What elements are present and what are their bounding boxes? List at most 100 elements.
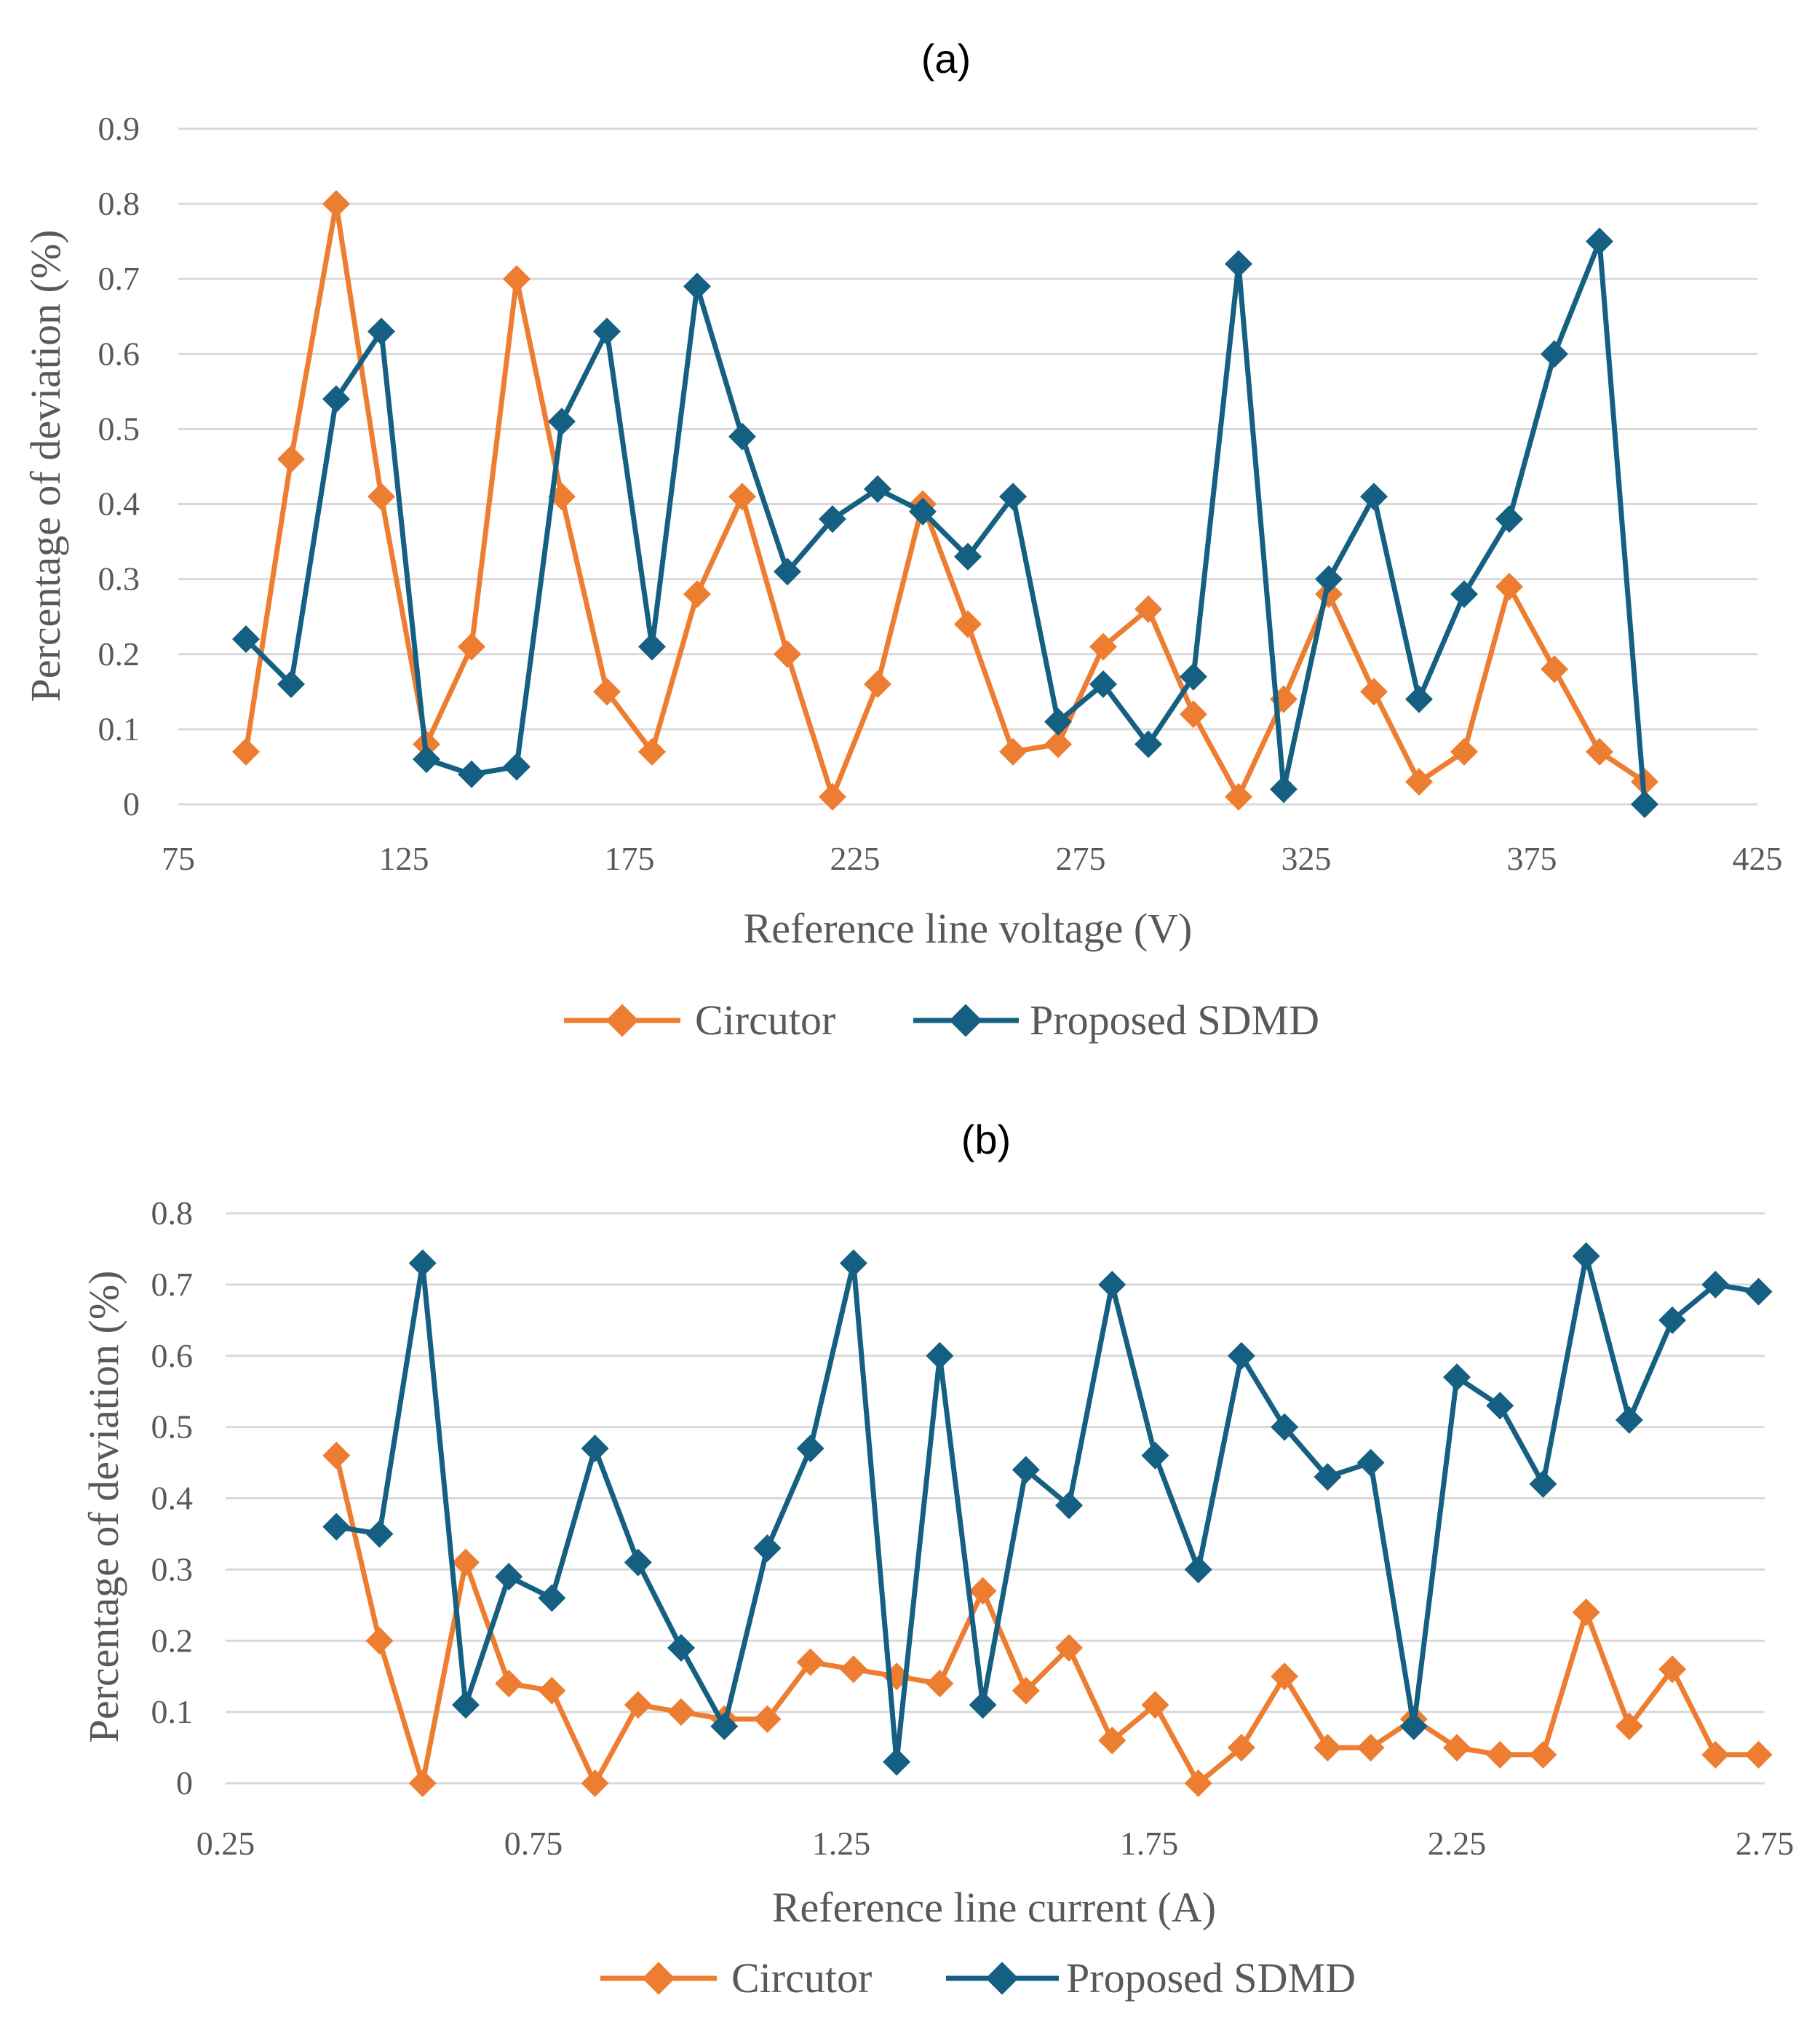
chart-a-legend-proposed-sdmd: Proposed SDMD <box>913 996 1319 1044</box>
data-point-proposed-sdmd <box>1399 1712 1428 1740</box>
chart-a-y-tick-label: 0.7 <box>98 260 140 297</box>
data-point-circutor <box>1443 1734 1471 1762</box>
chart-a-y-tick-label: 0.1 <box>98 710 140 748</box>
data-point-proposed-sdmd <box>954 542 982 571</box>
data-point-proposed-sdmd <box>1044 707 1072 736</box>
data-point-circutor <box>1658 1655 1687 1684</box>
data-point-proposed-sdmd <box>503 753 530 781</box>
legend-marker-circutor <box>642 1962 675 1995</box>
data-point-circutor <box>1744 1740 1773 1769</box>
data-point-circutor <box>1495 572 1523 600</box>
chart-b-x-tick-labels: 0.25 0.75 1.25 1.75 2.25 2.75 <box>196 1825 1795 1862</box>
data-point-circutor <box>1271 1662 1299 1691</box>
data-point-circutor <box>1701 1740 1730 1769</box>
data-point-proposed-sdmd <box>581 1434 609 1462</box>
data-point-circutor <box>954 610 982 638</box>
data-point-proposed-sdmd <box>1089 670 1117 699</box>
data-point-circutor <box>1089 633 1117 661</box>
data-point-proposed-sdmd <box>1134 730 1162 758</box>
data-point-proposed-sdmd <box>1141 1441 1169 1470</box>
data-point-proposed-sdmd <box>1658 1306 1687 1334</box>
chart-b-x-tick-label: 0.25 <box>196 1825 255 1862</box>
data-point-circutor <box>495 1669 523 1697</box>
data-point-circutor <box>322 1441 351 1470</box>
data-point-circutor <box>624 1691 652 1719</box>
data-point-proposed-sdmd <box>1180 662 1207 691</box>
data-point-proposed-sdmd <box>1541 340 1568 368</box>
data-point-proposed-sdmd <box>909 497 937 526</box>
data-point-proposed-sdmd <box>458 760 485 788</box>
data-point-circutor <box>1227 1734 1255 1762</box>
chart-a-x-tick-label: 375 <box>1507 840 1557 877</box>
data-point-proposed-sdmd <box>367 317 395 346</box>
data-point-proposed-sdmd <box>1271 1413 1299 1441</box>
data-point-proposed-sdmd <box>1315 565 1343 593</box>
legend-marker-proposed-sdmd <box>985 1962 1019 1995</box>
data-point-proposed-sdmd <box>839 1249 867 1277</box>
data-point-proposed-sdmd <box>1225 250 1252 278</box>
chart-a-x-tick-label: 125 <box>379 840 429 877</box>
chart-b-x-axis-label: Reference line current (A) <box>772 1884 1216 1931</box>
chart-b-y-tick-label: 0.6 <box>151 1337 194 1374</box>
chart-b-x-tick-label: 2.25 <box>1428 1825 1487 1862</box>
data-point-proposed-sdmd <box>593 317 621 346</box>
data-point-circutor <box>1314 1734 1342 1762</box>
data-point-circutor <box>593 678 621 706</box>
chart-a-x-tick-label: 75 <box>162 840 195 877</box>
chart-b-y-tick-label: 0.1 <box>151 1693 194 1730</box>
chart-b-y-tick-label: 0.8 <box>151 1194 194 1232</box>
data-point-circutor <box>728 483 756 511</box>
data-point-proposed-sdmd <box>728 422 756 451</box>
data-point-proposed-sdmd <box>1631 790 1658 818</box>
data-point-proposed-sdmd <box>1572 1242 1600 1270</box>
data-point-circutor <box>1586 737 1613 766</box>
chart-b-y-tick-label: 0.5 <box>151 1408 194 1446</box>
chart-a-series <box>232 190 1658 818</box>
chart-a-y-tick-labels: 0 0.1 0.2 0.3 0.4 0.5 0.6 0.7 0.8 0.9 <box>98 110 140 822</box>
chart-a-y-axis-label: Percentage of deviation (%) <box>22 230 69 702</box>
data-point-proposed-sdmd <box>969 1691 997 1719</box>
chart-b-x-tick-label: 1.75 <box>1120 1825 1179 1862</box>
chart-a-y-tick-label: 0.9 <box>98 110 140 147</box>
chart-b-y-tick-label: 0 <box>176 1764 193 1801</box>
data-point-proposed-sdmd <box>1615 1405 1643 1434</box>
data-point-circutor <box>458 633 485 661</box>
data-point-proposed-sdmd <box>819 505 846 534</box>
chart-a-y-tick-label: 0.5 <box>98 410 140 447</box>
data-point-proposed-sdmd <box>1314 1463 1342 1491</box>
data-point-circutor <box>1541 655 1568 683</box>
legend-label-circutor: Circutor <box>731 1954 872 2002</box>
chart-b-y-axis-label: Percentage of deviation (%) <box>80 1271 127 1743</box>
chart-b-y-tick-label: 0.4 <box>151 1480 194 1517</box>
chart-b-y-tick-labels: 0 0.1 0.2 0.3 0.4 0.5 0.6 0.7 0.8 <box>151 1194 194 1801</box>
data-point-circutor <box>1055 1634 1084 1662</box>
data-point-circutor <box>232 737 260 766</box>
chart-a-x-axis-label: Reference line voltage (V) <box>744 905 1193 952</box>
chart-a-gridlines <box>178 127 1757 806</box>
chart-b-gridlines <box>226 1212 1765 1785</box>
data-point-proposed-sdmd <box>883 1748 911 1776</box>
data-point-proposed-sdmd <box>538 1584 566 1612</box>
data-point-circutor <box>451 1548 480 1577</box>
data-point-proposed-sdmd <box>322 1512 351 1541</box>
data-point-circutor <box>1012 1676 1040 1705</box>
chart-b-series-circutor <box>322 1441 1773 1797</box>
data-point-circutor <box>1529 1740 1557 1769</box>
data-point-circutor <box>277 445 305 473</box>
data-point-proposed-sdmd <box>1270 775 1298 804</box>
data-point-circutor <box>774 640 801 668</box>
chart-b-legend-circutor: Circutor <box>600 1954 872 2002</box>
data-point-circutor <box>1098 1726 1126 1755</box>
chart-a-y-tick-label: 0.8 <box>98 185 140 222</box>
data-point-circutor <box>1360 678 1388 706</box>
data-point-circutor <box>365 1627 394 1655</box>
data-point-proposed-sdmd <box>710 1712 739 1740</box>
chart-b-y-tick-label: 0.7 <box>151 1266 194 1303</box>
chart-a-x-tick-label: 275 <box>1056 840 1106 877</box>
data-point-proposed-sdmd <box>548 408 576 436</box>
chart-b-series-proposed-sdmd <box>322 1242 1773 1776</box>
data-point-circutor <box>322 190 350 218</box>
chart-a-x-tick-label: 325 <box>1281 840 1332 877</box>
data-point-proposed-sdmd <box>774 558 801 586</box>
